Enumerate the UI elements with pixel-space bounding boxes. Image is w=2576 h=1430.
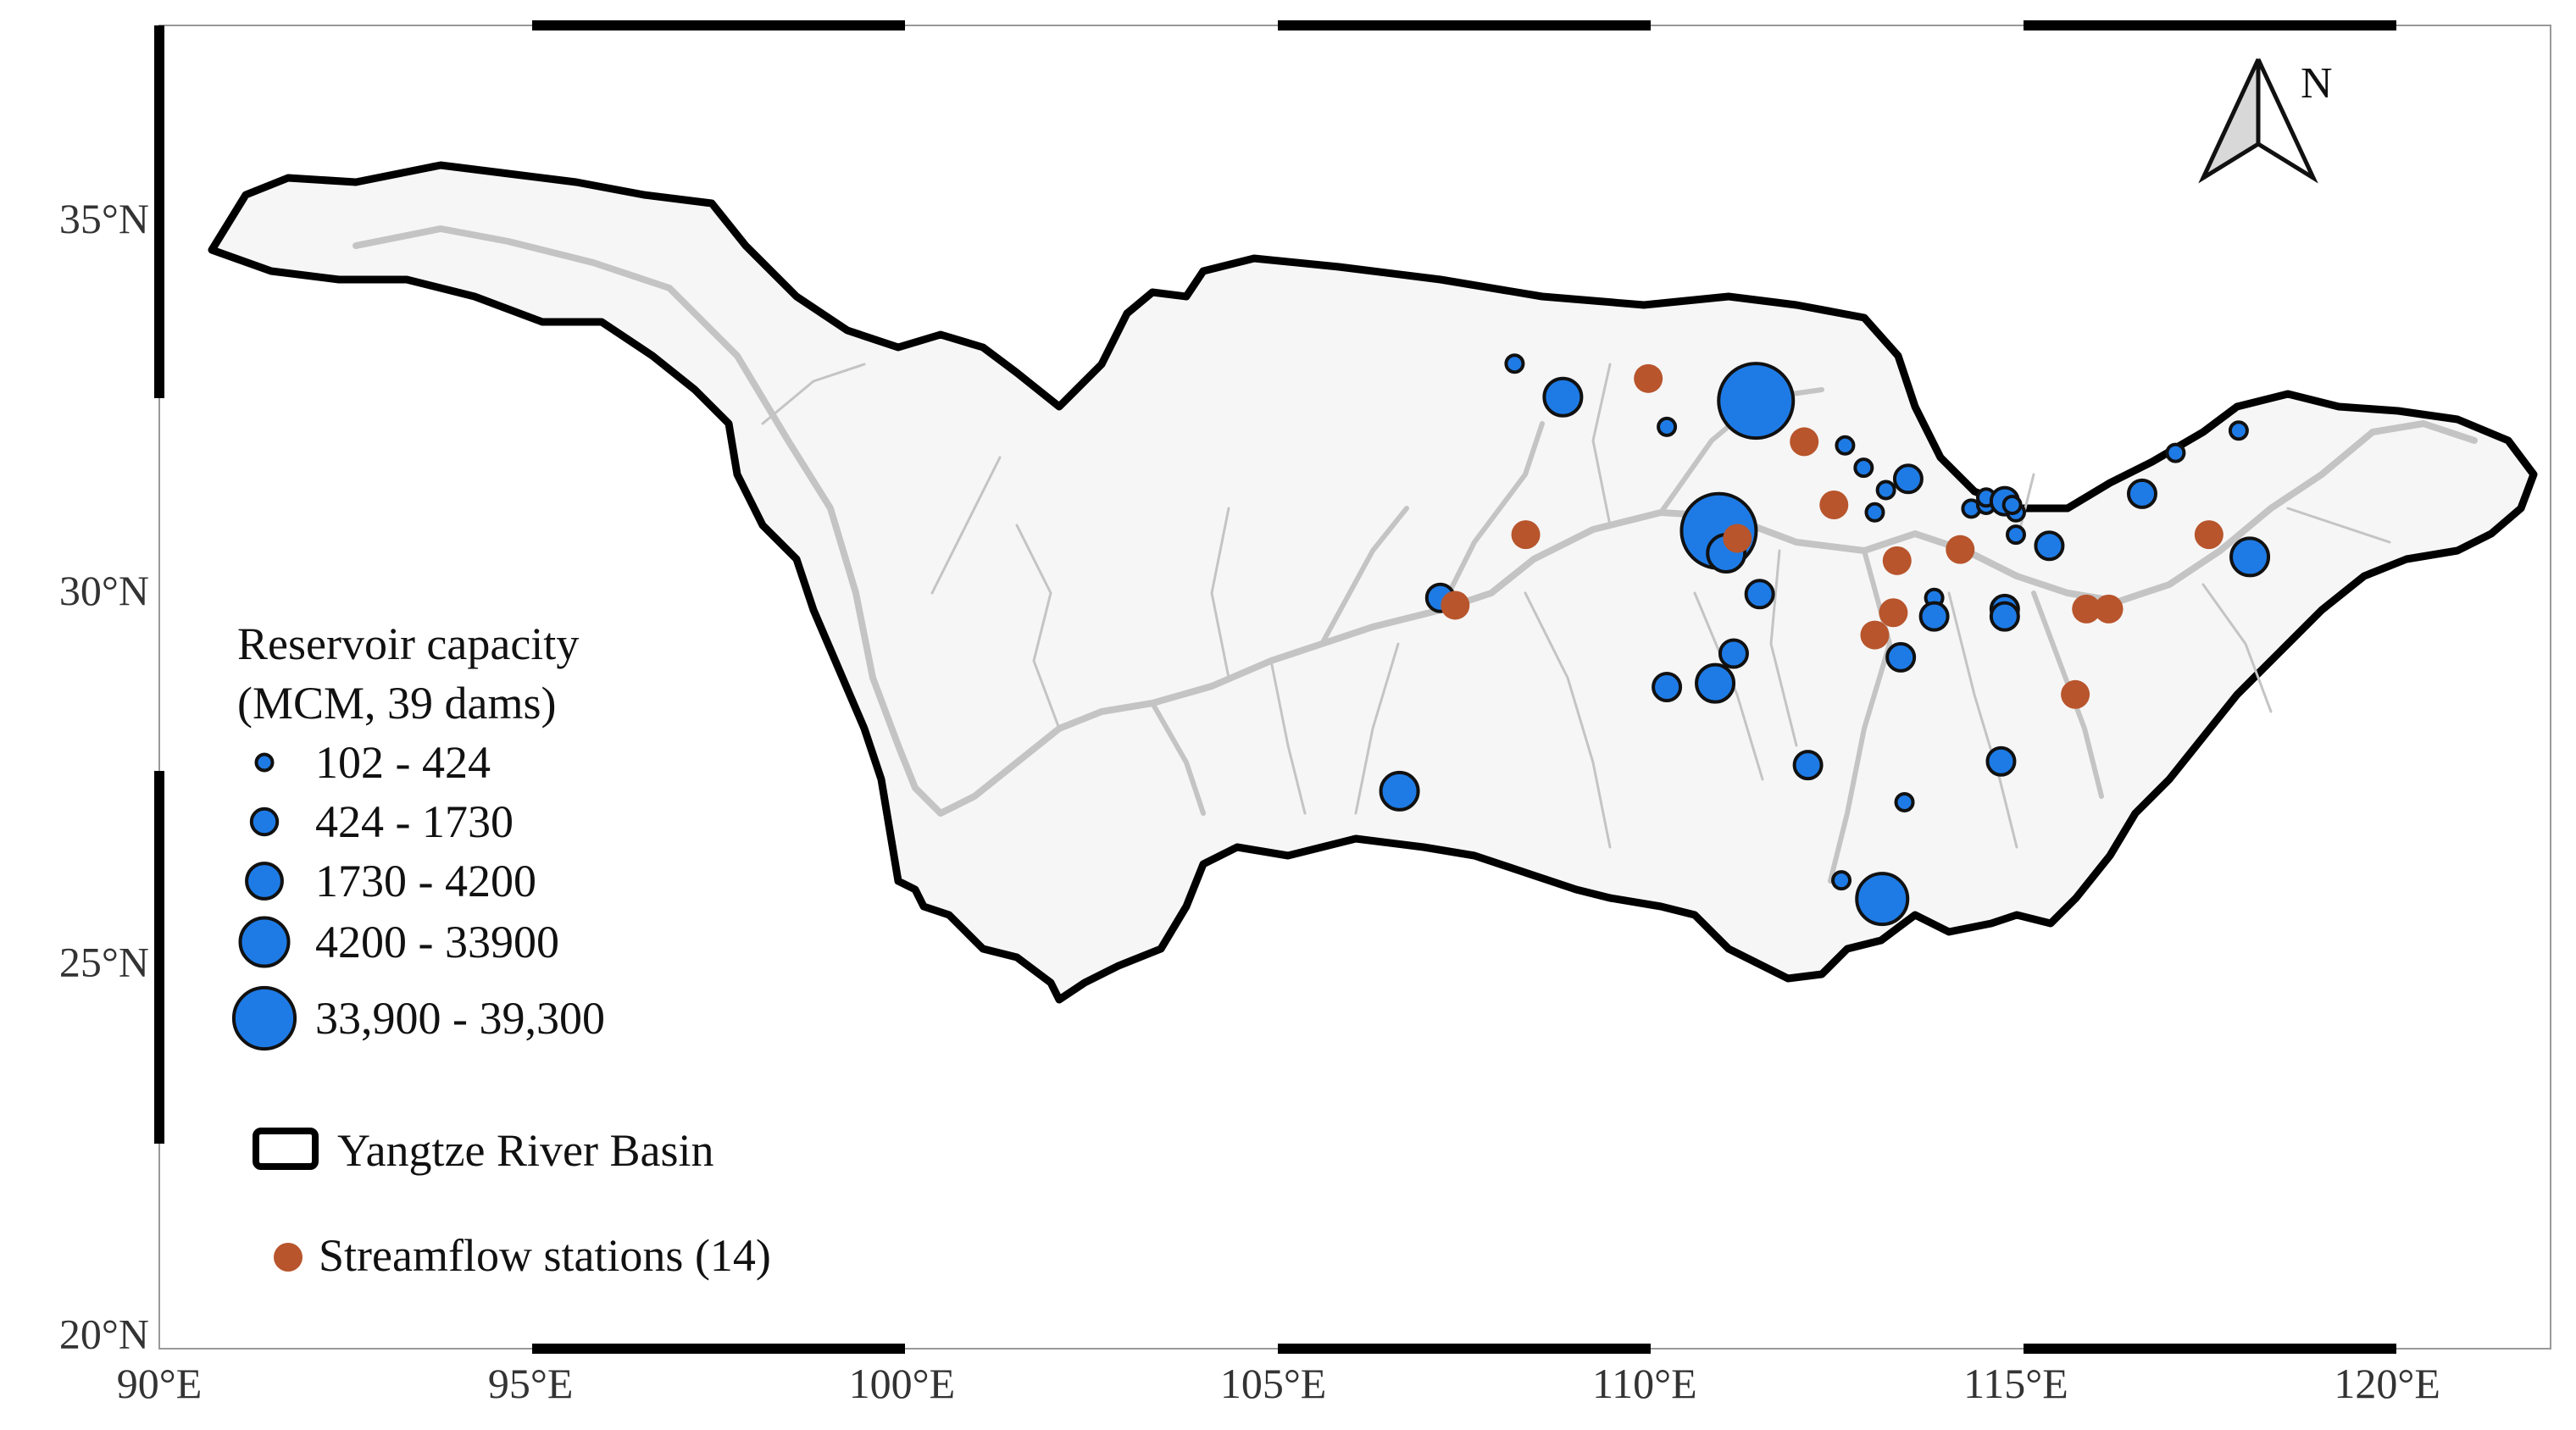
station-marker <box>2094 594 2124 624</box>
station-marker <box>1723 524 1752 553</box>
legend-capacity-title: Reservoir capacity <box>237 618 579 669</box>
legend-station-symbol <box>274 1243 303 1272</box>
dam-marker <box>2228 420 2249 441</box>
station-marker <box>1790 427 1819 457</box>
station-marker <box>1879 598 1908 628</box>
station-marker <box>2072 594 2101 624</box>
legend-class-symbol <box>245 862 284 901</box>
legend-class-label: 33,900 - 39,300 <box>315 993 605 1044</box>
x-tick-label: 95°E <box>488 1360 574 1407</box>
dam-marker <box>1652 672 1683 702</box>
station-marker <box>2194 520 2223 550</box>
y-tick-label: 35°N <box>59 195 149 242</box>
legend-capacity-subtitle: (MCM, 39 dams) <box>237 678 557 729</box>
x-tick-label: 90°E <box>117 1360 203 1407</box>
dam-marker <box>1542 376 1584 418</box>
frame-scale-bars <box>154 20 2551 1354</box>
dam-marker <box>1695 662 1736 704</box>
station-marker <box>1860 620 1890 650</box>
station-marker <box>1441 590 1470 620</box>
dam-marker <box>2229 536 2271 578</box>
dam-marker <box>2034 530 2065 562</box>
dam-marker <box>1657 416 1678 437</box>
north-arrow: N <box>2198 58 2333 184</box>
north-arrow-right-half <box>2256 58 2318 184</box>
dam-marker <box>2005 524 2026 546</box>
legend-class-symbol <box>238 916 291 968</box>
station-marker <box>2061 679 2090 709</box>
x-tick-label: 110°E <box>1592 1360 1697 1407</box>
dam-marker <box>1717 362 1796 441</box>
longitude-tick-labels: 90°E 95°E 100°E 105°E 110°E 115°E 120°E <box>117 1360 2440 1407</box>
station-marker <box>1634 363 1663 393</box>
station-markers <box>1441 363 2223 709</box>
latitude-tick-labels: 35°N 30°N 25°N 20°N <box>59 195 149 1357</box>
dam-markers <box>1379 353 2271 927</box>
legend-class-label: 424 - 1730 <box>315 796 514 847</box>
legend-station-label: Streamflow stations (14) <box>319 1230 771 1281</box>
legend: Reservoir capacity (MCM, 39 dams) 102 - … <box>231 618 771 1281</box>
dam-marker <box>2126 478 2157 509</box>
legend-class-label: 4200 - 33900 <box>315 917 559 967</box>
station-marker <box>1511 520 1541 550</box>
dam-marker <box>1989 601 2020 632</box>
dam-marker <box>1744 579 1775 610</box>
y-tick-label: 20°N <box>59 1310 149 1357</box>
dam-marker <box>1885 641 1917 673</box>
dam-marker <box>1835 435 1856 456</box>
dam-marker <box>1864 502 1885 523</box>
legend-basin-symbol <box>253 1128 319 1170</box>
dam-marker <box>1918 601 1950 632</box>
y-tick-label: 30°N <box>59 567 149 614</box>
dam-marker <box>1379 770 1420 812</box>
dam-marker <box>1792 750 1824 781</box>
dam-marker <box>1875 479 1896 501</box>
dam-marker <box>1504 353 1525 374</box>
legend-class-symbol <box>249 806 280 837</box>
dam-marker <box>1718 638 1749 669</box>
x-tick-label: 115°E <box>1963 1360 2068 1407</box>
x-tick-label: 100°E <box>849 1360 956 1407</box>
legend-class-label: 102 - 424 <box>315 737 491 788</box>
x-tick-label: 105°E <box>1220 1360 1327 1407</box>
dam-marker <box>1894 792 1915 813</box>
legend-class-symbol <box>254 752 275 773</box>
north-label: N <box>2301 59 2333 108</box>
dam-marker <box>1892 463 1924 495</box>
legend-basin-label: Yangtze River Basin <box>337 1125 713 1176</box>
dam-marker <box>1985 745 2017 777</box>
dam-marker <box>1831 870 1852 891</box>
dam-marker <box>2165 442 2186 463</box>
station-marker <box>1946 535 1975 564</box>
station-marker <box>1819 491 1849 520</box>
x-tick-label: 120°E <box>2334 1360 2440 1407</box>
dam-marker <box>2001 495 2023 516</box>
legend-capacity-classes: 102 - 424 424 - 1730 1730 - 4200 4200 - 339… <box>231 737 605 1051</box>
legend-class-label: 1730 - 4200 <box>315 856 536 906</box>
legend-class-symbol <box>231 985 297 1051</box>
yangtze-basin-outline <box>208 161 2538 1004</box>
y-tick-label: 25°N <box>59 939 149 986</box>
station-marker <box>1882 546 1912 575</box>
dam-marker <box>1853 457 1874 479</box>
dam-marker <box>1855 872 1910 927</box>
